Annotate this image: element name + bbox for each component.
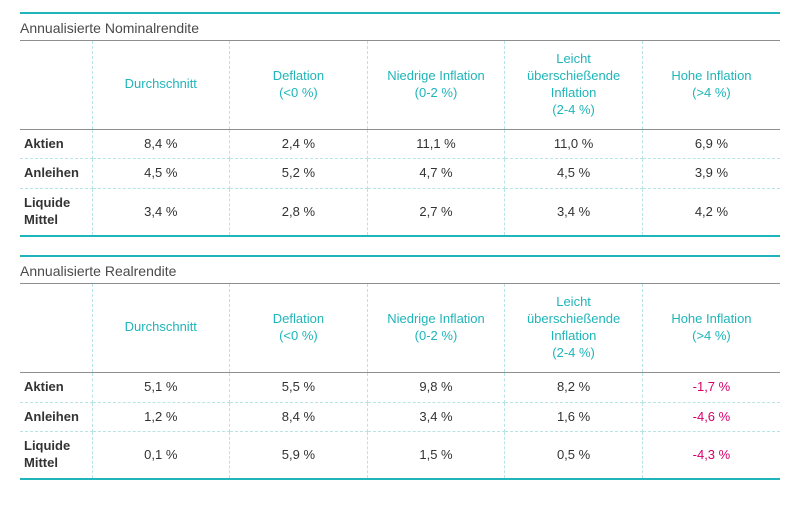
row-header: Aktien (20, 129, 92, 159)
data-cell: 2,8 % (230, 189, 368, 236)
data-cell: 6,9 % (642, 129, 780, 159)
data-cell: 8,4 % (92, 129, 230, 159)
column-header: Durchschnitt (92, 284, 230, 373)
data-table: DurchschnittDeflation(<0 %)Niedrige Infl… (20, 40, 780, 237)
column-header: Leicht überschießende Inflation(2-4 %) (505, 41, 643, 130)
column-header-label: Hohe Inflation (647, 68, 776, 85)
column-header: Deflation(<0 %) (230, 41, 368, 130)
data-cell: 5,2 % (230, 159, 368, 189)
table-section: Annualisierte Nominalrendite Durchschnitt… (20, 12, 780, 237)
row-header: Liquide Mittel (20, 189, 92, 236)
data-cell: 1,2 % (92, 402, 230, 432)
row-header: Aktien (20, 372, 92, 402)
column-header-sub: (0-2 %) (372, 328, 501, 345)
data-cell: 1,5 % (367, 432, 505, 479)
column-header-sub: (2-4 %) (509, 102, 638, 119)
column-header-blank (20, 284, 92, 373)
column-header: Hohe Inflation(>4 %) (642, 284, 780, 373)
column-header-sub: (<0 %) (234, 85, 363, 102)
data-cell: -4,6 % (642, 402, 780, 432)
table-section: Annualisierte RealrenditeDurchschnittDef… (20, 255, 780, 480)
data-cell: 9,8 % (367, 372, 505, 402)
row-header: Liquide Mittel (20, 432, 92, 479)
data-cell: 5,1 % (92, 372, 230, 402)
data-cell: 0,5 % (505, 432, 643, 479)
data-cell: 11,0 % (505, 129, 643, 159)
column-header-sub: (0-2 %) (372, 85, 501, 102)
data-table: DurchschnittDeflation(<0 %)Niedrige Infl… (20, 283, 780, 480)
column-header-label: Niedrige Inflation (372, 311, 501, 328)
data-cell: 2,4 % (230, 129, 368, 159)
column-header: Niedrige Inflation(0-2 %) (367, 284, 505, 373)
column-header-label: Niedrige Inflation (372, 68, 501, 85)
column-header-label: Leicht überschießende Inflation (509, 294, 638, 345)
table-row: Liquide Mittel0,1 %5,9 %1,5 %0,5 %-4,3 % (20, 432, 780, 479)
column-header: Niedrige Inflation(0-2 %) (367, 41, 505, 130)
row-header: Anleihen (20, 402, 92, 432)
column-header-sub: (>4 %) (647, 328, 776, 345)
column-header: Durchschnitt (92, 41, 230, 130)
row-header: Anleihen (20, 159, 92, 189)
column-header-label: Durchschnitt (97, 319, 226, 336)
data-cell: 11,1 % (367, 129, 505, 159)
data-cell: 0,1 % (92, 432, 230, 479)
data-cell: 5,9 % (230, 432, 368, 479)
section-title: Annualisierte Realrendite (20, 255, 780, 283)
data-cell: -4,3 % (642, 432, 780, 479)
data-cell: 3,4 % (505, 189, 643, 236)
data-cell: 5,5 % (230, 372, 368, 402)
column-header-label: Hohe Inflation (647, 311, 776, 328)
column-header-blank (20, 41, 92, 130)
column-header-sub: (<0 %) (234, 328, 363, 345)
table-row: Anleihen4,5 %5,2 %4,7 %4,5 %3,9 % (20, 159, 780, 189)
table-row: Aktien5,1 %5,5 %9,8 %8,2 %-1,7 % (20, 372, 780, 402)
column-header-label: Deflation (234, 311, 363, 328)
column-header-label: Leicht überschießende Inflation (509, 51, 638, 102)
column-header-sub: (>4 %) (647, 85, 776, 102)
data-cell: 4,5 % (505, 159, 643, 189)
table-row: Aktien8,4 %2,4 %11,1 %11,0 %6,9 % (20, 129, 780, 159)
column-header-sub: (2-4 %) (509, 345, 638, 362)
data-cell: 2,7 % (367, 189, 505, 236)
data-cell: 4,5 % (92, 159, 230, 189)
column-header-label: Durchschnitt (97, 76, 226, 93)
section-title: Annualisierte Nominalrendite (20, 12, 780, 40)
data-cell: 3,9 % (642, 159, 780, 189)
data-cell: 4,7 % (367, 159, 505, 189)
column-header: Deflation(<0 %) (230, 284, 368, 373)
data-cell: 3,4 % (367, 402, 505, 432)
data-cell: -1,7 % (642, 372, 780, 402)
data-cell: 8,2 % (505, 372, 643, 402)
column-header: Leicht überschießende Inflation(2-4 %) (505, 284, 643, 373)
data-cell: 3,4 % (92, 189, 230, 236)
data-cell: 1,6 % (505, 402, 643, 432)
column-header: Hohe Inflation(>4 %) (642, 41, 780, 130)
data-cell: 8,4 % (230, 402, 368, 432)
column-header-label: Deflation (234, 68, 363, 85)
data-cell: 4,2 % (642, 189, 780, 236)
table-row: Liquide Mittel3,4 %2,8 %2,7 %3,4 %4,2 % (20, 189, 780, 236)
table-row: Anleihen1,2 %8,4 %3,4 %1,6 %-4,6 % (20, 402, 780, 432)
